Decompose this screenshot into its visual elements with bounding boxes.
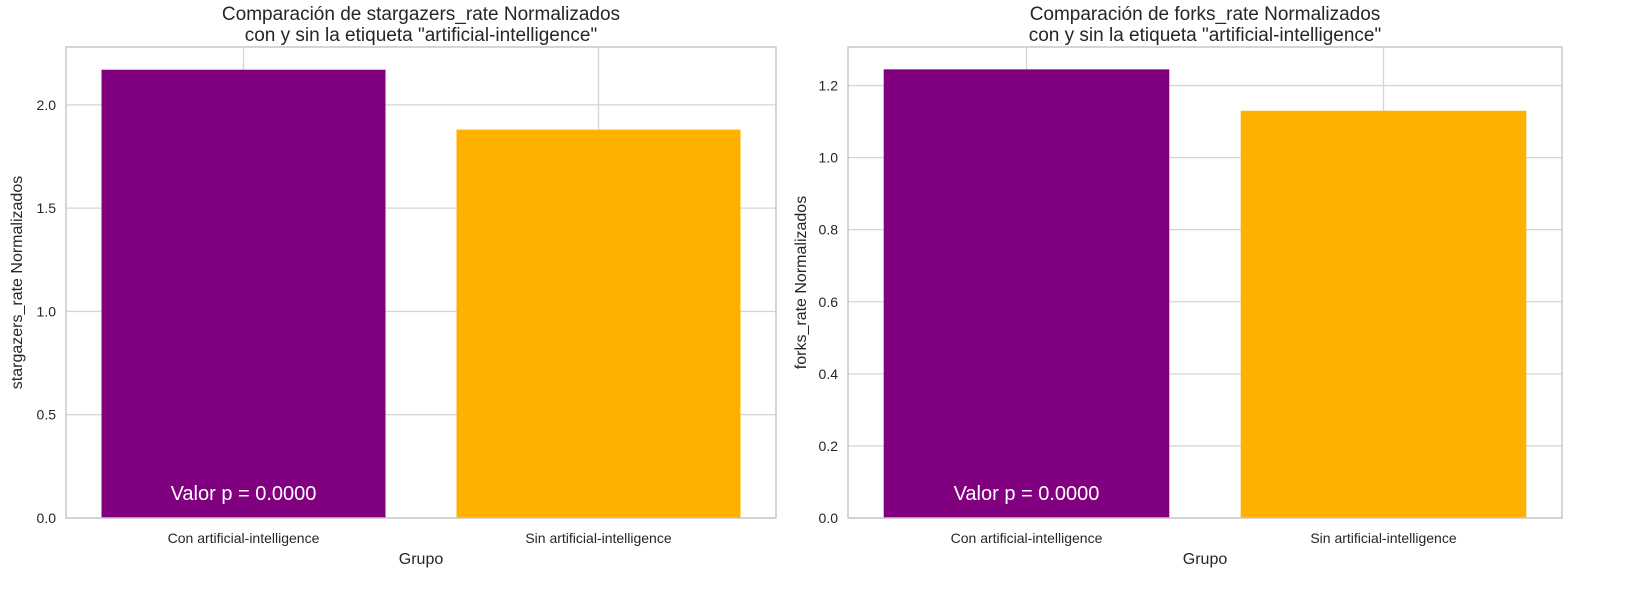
x-axis-label: Grupo bbox=[399, 551, 444, 568]
y-axis-label: forks_rate Normalizados bbox=[793, 196, 810, 369]
y-tick-label: 1.0 bbox=[37, 303, 57, 319]
bar-con bbox=[101, 69, 386, 518]
x-tick-label: Sin artificial-intelligence bbox=[525, 530, 672, 546]
x-tick-label: Sin artificial-intelligence bbox=[1310, 530, 1457, 546]
y-tick-label: 0.8 bbox=[819, 222, 839, 238]
x-tick-label: Con artificial-intelligence bbox=[951, 530, 1103, 546]
chart-title-line: con y sin la etiqueta "artificial-intell… bbox=[245, 25, 598, 46]
y-tick-label: 0.2 bbox=[819, 438, 839, 454]
y-tick-label: 0.5 bbox=[37, 407, 57, 423]
y-tick-label: 1.2 bbox=[819, 78, 839, 94]
p-value-annotation: Valor p = 0.0000 bbox=[171, 483, 317, 505]
chart-title-line: Comparación de forks_rate Normalizados bbox=[1030, 4, 1381, 25]
y-tick-label: 0.0 bbox=[819, 510, 839, 526]
y-tick-label: 1.0 bbox=[819, 150, 839, 166]
y-axis-label: stargazers_rate Normalizados bbox=[9, 176, 26, 389]
bar-sin bbox=[456, 129, 741, 518]
y-tick-label: 0.6 bbox=[819, 294, 839, 310]
y-tick-label: 1.5 bbox=[37, 200, 57, 216]
x-axis-label: Grupo bbox=[1183, 551, 1228, 568]
chart-panel-stargazers: 0.0 0.5 1.0 1.5 2.0 Con artificial-intelligen… bbox=[9, 4, 777, 568]
chart-panel-forks: 0.0 0.2 0.4 0.6 0.8 1.0 1.2 Con artificial-inte… bbox=[793, 4, 1563, 568]
plot-frame bbox=[65, 46, 777, 519]
x-tick-label: Con artificial-intelligence bbox=[168, 530, 320, 546]
p-value-annotation: Valor p = 0.0000 bbox=[954, 483, 1100, 505]
y-tick-label: 0.0 bbox=[37, 510, 57, 526]
y-tick-label: 0.4 bbox=[819, 366, 839, 382]
chart-title-line: Comparación de stargazers_rate Normaliza… bbox=[222, 4, 620, 25]
y-tick-label: 2.0 bbox=[37, 97, 57, 113]
bar-sin bbox=[1240, 110, 1527, 518]
chart-title-line: con y sin la etiqueta "artificial-intell… bbox=[1029, 25, 1382, 46]
plot-frame bbox=[847, 46, 1563, 519]
bar-con bbox=[883, 69, 1170, 518]
